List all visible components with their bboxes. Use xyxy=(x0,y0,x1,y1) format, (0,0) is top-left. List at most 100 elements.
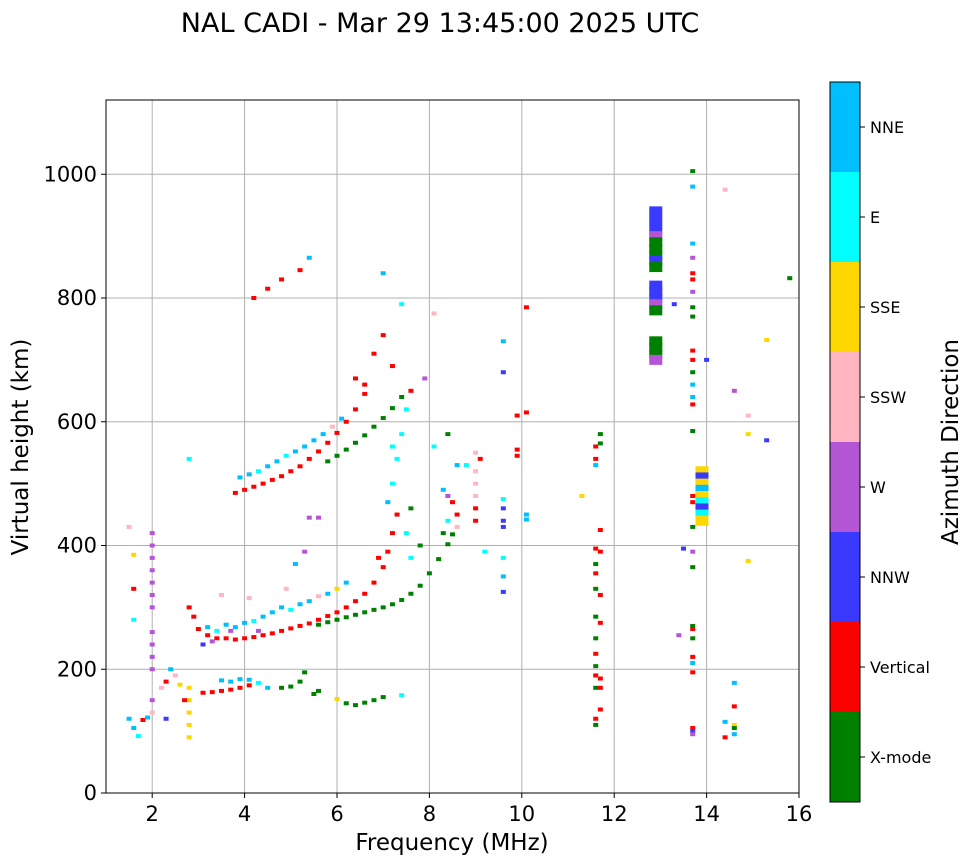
data-point xyxy=(325,620,331,625)
data-point xyxy=(597,528,603,533)
data-point xyxy=(149,593,155,597)
data-point xyxy=(597,549,603,554)
x-tick-label: 2 xyxy=(146,802,159,826)
data-point xyxy=(649,286,663,297)
data-point xyxy=(440,531,446,536)
data-point xyxy=(232,490,238,495)
data-point xyxy=(764,438,770,443)
data-point xyxy=(283,586,289,591)
data-point xyxy=(131,617,137,622)
data-point xyxy=(177,682,183,687)
data-point xyxy=(260,614,266,619)
data-point xyxy=(681,546,686,551)
data-point xyxy=(731,388,737,393)
data-point xyxy=(172,673,178,678)
data-point xyxy=(399,395,405,399)
data-point xyxy=(186,698,192,703)
data-point xyxy=(325,614,331,619)
x-axis-label: Frequency (MHz) xyxy=(355,830,548,856)
data-point xyxy=(385,500,391,505)
data-point xyxy=(149,698,155,703)
data-point xyxy=(200,690,206,695)
series-group xyxy=(316,532,455,627)
data-point xyxy=(436,557,442,562)
data-point xyxy=(269,477,275,482)
data-point xyxy=(186,735,192,740)
data-point xyxy=(352,440,358,445)
data-point xyxy=(186,710,192,715)
data-point xyxy=(149,642,155,647)
data-point xyxy=(445,542,451,547)
data-point xyxy=(690,169,696,174)
data-point xyxy=(593,456,599,461)
data-point xyxy=(380,271,386,276)
data-point xyxy=(232,625,238,630)
data-point xyxy=(329,424,335,429)
data-point xyxy=(334,696,340,701)
data-point xyxy=(279,605,285,610)
data-point xyxy=(445,432,451,437)
data-point xyxy=(228,679,234,684)
data-point xyxy=(731,722,737,727)
y-axis-ticks: 0 200 400 600 800 1000 xyxy=(44,162,106,805)
data-point xyxy=(362,700,368,705)
data-point xyxy=(246,596,252,601)
colorbar-segment xyxy=(830,442,860,532)
data-point xyxy=(695,491,709,501)
data-point xyxy=(265,286,271,291)
data-point xyxy=(597,676,603,681)
data-point xyxy=(306,255,312,260)
colorbar-label: NNW xyxy=(870,568,910,587)
data-point xyxy=(690,565,696,570)
data-point xyxy=(500,339,506,344)
data-point xyxy=(597,620,603,625)
data-point xyxy=(500,506,506,511)
data-point xyxy=(426,571,432,576)
data-point xyxy=(690,627,696,632)
data-point xyxy=(593,444,599,449)
data-point xyxy=(343,419,349,424)
data-point xyxy=(454,512,460,517)
series-group xyxy=(695,466,709,526)
colorbar-segment xyxy=(830,712,860,802)
data-point xyxy=(191,614,197,619)
data-point xyxy=(297,602,303,607)
data-point xyxy=(334,610,340,615)
data-point xyxy=(242,636,248,641)
data-point xyxy=(649,215,663,226)
data-point xyxy=(237,685,243,690)
data-point xyxy=(237,677,243,682)
data-point xyxy=(251,635,257,640)
data-point xyxy=(649,255,663,266)
data-point xyxy=(597,707,603,712)
data-point xyxy=(246,472,252,477)
data-point xyxy=(473,469,479,474)
data-point xyxy=(389,602,395,607)
data-point xyxy=(149,630,155,635)
data-point xyxy=(265,685,271,690)
data-point xyxy=(690,429,696,434)
data-point xyxy=(343,580,349,585)
data-point xyxy=(690,654,696,659)
data-point xyxy=(731,732,737,737)
data-point xyxy=(745,558,751,563)
data-point xyxy=(316,449,322,454)
data-point xyxy=(389,444,395,449)
data-point xyxy=(223,636,229,641)
data-point xyxy=(186,605,192,610)
colorbar: X-mode Vertical NNW W SSW SSE E NNE xyxy=(829,81,931,803)
data-point xyxy=(209,690,215,695)
data-point xyxy=(676,633,682,638)
data-point xyxy=(279,628,285,633)
data-point xyxy=(690,241,696,246)
data-point xyxy=(288,607,294,612)
data-point xyxy=(228,687,234,692)
data-point xyxy=(255,680,261,685)
colorbar-frame xyxy=(829,81,861,803)
data-point xyxy=(306,515,312,520)
data-point xyxy=(343,605,349,610)
data-point xyxy=(704,357,710,362)
data-point xyxy=(380,695,386,700)
data-point xyxy=(597,685,603,690)
